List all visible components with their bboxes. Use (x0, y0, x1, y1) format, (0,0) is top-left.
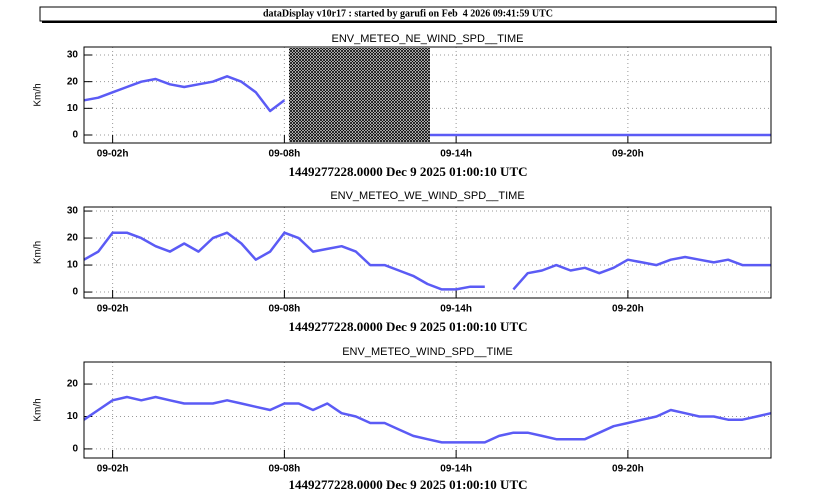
chart-title: ENV_METEO_WE_WIND_SPD__TIME (330, 190, 524, 202)
y-tick-label: 30 (67, 206, 79, 217)
plot-frame (83, 206, 772, 299)
y-axis-label: Km/h (33, 241, 44, 264)
x-tick-label: 09-02h (97, 464, 129, 475)
x-tick-label: 09-02h (97, 304, 129, 315)
x-tick-label: 09-02h (97, 149, 129, 160)
y-tick-label: 20 (67, 379, 79, 390)
header-title: dataDisplay v10r17 : started by garufi o… (263, 8, 553, 19)
x-tick-label: 09-08h (269, 149, 301, 160)
y-tick-label: 0 (72, 444, 78, 455)
plot-area (84, 362, 771, 458)
y-tick-label: 20 (67, 233, 79, 244)
y-tick-label: 10 (67, 260, 79, 271)
y-tick-label: 0 (72, 130, 78, 141)
x-tick-label: 09-20h (612, 464, 644, 475)
series-line (83, 231, 771, 291)
footer: 1449277228.0000 Dec 9 2025 01:00:10 UTC (288, 164, 527, 179)
series-line (83, 395, 772, 444)
y-tick-label: 0 (72, 287, 78, 298)
x-tick-label: 09-20h (612, 304, 644, 315)
series-line (83, 75, 771, 137)
y-axis-label: Km/h (33, 83, 44, 106)
chart-title: ENV_METEO_WIND_SPD__TIME (342, 346, 513, 358)
footer: 1449277228.0000 Dec 9 2025 01:00:10 UTC (288, 319, 527, 334)
x-tick-label: 09-20h (612, 149, 644, 160)
y-tick-label: 10 (67, 103, 79, 114)
y-tick-label: 20 (67, 76, 79, 87)
x-tick-label: 09-14h (440, 464, 472, 475)
y-tick-label: 30 (67, 50, 79, 61)
chart-title: ENV_METEO_NE_WIND_SPD__TIME (332, 33, 524, 45)
x-tick-label: 09-08h (269, 304, 301, 315)
x-tick-label: 09-14h (440, 149, 472, 160)
x-tick-label: 09-14h (440, 304, 472, 315)
x-tick-label: 09-08h (269, 464, 301, 475)
y-axis-label: Km/h (33, 398, 44, 421)
hatched-region (289, 48, 430, 142)
footer: 1449277228.0000 Dec 9 2025 01:00:10 UTC (288, 477, 527, 492)
plot-frame (83, 361, 772, 459)
y-tick-label: 10 (67, 411, 79, 422)
plot-frame (83, 46, 772, 144)
